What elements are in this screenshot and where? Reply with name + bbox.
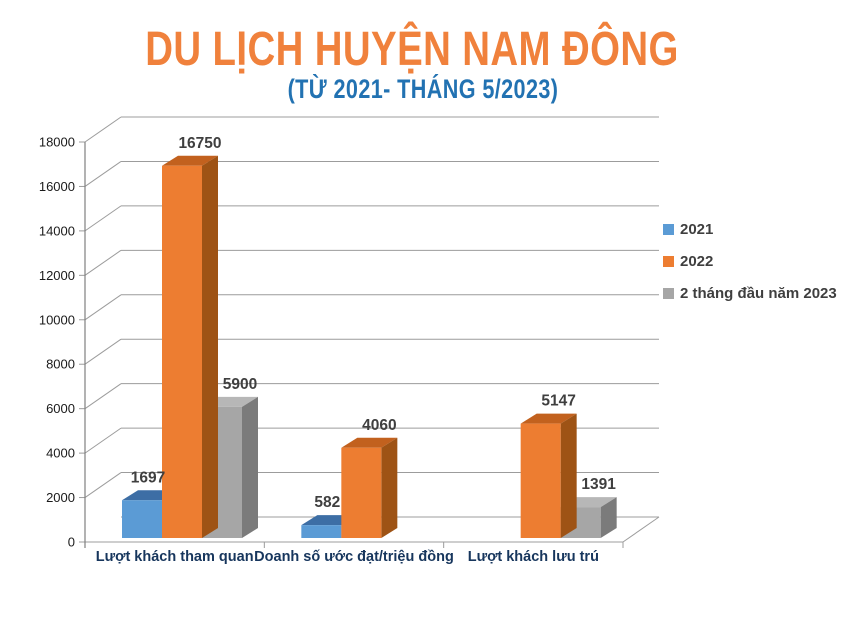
grid-slant [84,427,122,454]
grid-slant [84,161,122,187]
y-axis-label: 14000 [39,223,75,238]
bar-side-face [381,437,398,538]
bar-top-face [341,437,398,448]
category-label: Doanh số ước đạt/triệu đồng [254,549,454,565]
grid-slant [84,383,122,410]
category-label: Lượt khách tham quan [96,549,254,565]
legend-label-2023: 2 tháng đầu năm 2023 [680,284,837,302]
y-axis-label: 10000 [39,312,75,327]
y-axis-label: 16000 [39,179,75,194]
legend-item-2022: 2022 [663,250,837,272]
bar-front-face [341,447,382,538]
y-axis-label: 6000 [46,401,75,416]
value-label: 1697 [131,469,165,486]
value-label: 1391 [581,476,616,493]
legend-label-2021: 2021 [680,220,714,238]
legend: 2021 2022 2 tháng đầu năm 2023 [663,218,837,314]
grid-slant [84,116,122,143]
bar-side-face [560,413,577,538]
grid-slant [84,205,122,232]
grid-slant [84,294,122,321]
legend-swatch-2021 [663,223,674,235]
bar-top-face [520,413,577,424]
bar-side-face [202,155,218,538]
value-label: 16750 [178,135,221,152]
bar-side-face [600,497,617,538]
bar-front-face [520,423,561,538]
bar-front-face [162,165,202,538]
bar-front-face [122,500,162,538]
legend-item-2023: 2 tháng đầu năm 2023 [663,282,837,304]
category-label: Lượt khách lưu trú [468,549,599,565]
legend-swatch-2022 [663,255,674,267]
y-axis-label: 12000 [39,268,75,283]
value-label: 582 [314,494,340,511]
legend-label-2022: 2022 [680,252,714,270]
chart-subtitle: (TỪ 2021- THÁNG 5/2023) [287,74,559,104]
grid-slant [84,472,122,498]
y-axis-label: 0 [68,535,75,550]
y-axis-label: 18000 [39,135,75,150]
value-label: 5147 [541,393,575,410]
floor-right-edge [622,516,660,543]
grid-slant [84,249,122,276]
value-label: 4060 [362,417,396,434]
value-label: 5900 [223,376,257,393]
chart-title: DU LỊCH HUYỆN NAM ĐÔNG [145,23,679,76]
grid-slant [84,338,122,365]
y-axis-label: 8000 [46,357,75,372]
legend-swatch-2023 [663,287,674,299]
legend-item-2021: 2021 [663,218,837,240]
bar-side-face [242,396,258,538]
y-axis-label: 4000 [46,446,75,461]
bar-front-face [301,525,342,538]
y-axis-label: 2000 [46,490,75,505]
bar-top-face [162,155,218,166]
